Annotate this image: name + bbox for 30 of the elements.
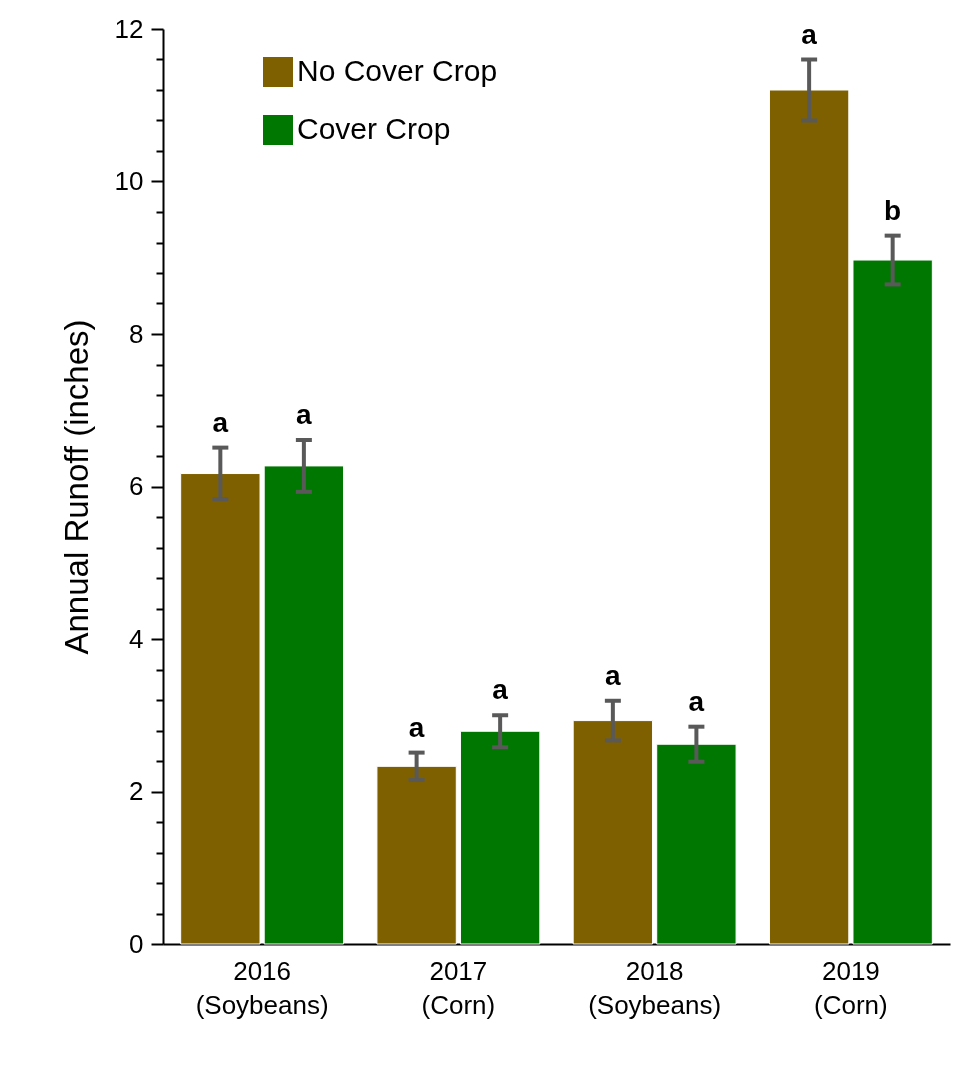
y-axis-title: Annual Runoff (inches) — [57, 319, 95, 655]
y-tick-label: 10 — [114, 166, 144, 196]
y-tick-label: 6 — [129, 471, 144, 501]
legend-label: No Cover Crop — [297, 54, 498, 87]
bar — [852, 259, 933, 945]
y-tick-label: 2 — [129, 776, 144, 806]
data-label: a — [688, 685, 705, 717]
x-tick-label: 2019 (Corn) — [814, 955, 888, 1020]
y-tick-label: 8 — [129, 318, 144, 349]
y-tick-label: 0 — [129, 928, 144, 959]
data-label: a — [801, 18, 818, 50]
bar — [656, 743, 737, 945]
x-tick-label: 2018 (Soybeans) — [588, 955, 722, 1020]
bar — [768, 89, 850, 945]
data-label: b — [884, 194, 902, 226]
bar — [263, 465, 345, 945]
y-tick-label: 4 — [129, 623, 144, 654]
x-tick-label: 2017 (Corn) — [421, 955, 496, 1020]
data-label: a — [212, 406, 229, 438]
data-label: a — [492, 674, 509, 706]
data-label: a — [605, 659, 622, 691]
bar — [572, 720, 654, 945]
bar — [459, 730, 541, 945]
legend-label: Cover Crop — [297, 112, 451, 145]
data-label: a — [408, 711, 425, 743]
y-tick-label: 12 — [114, 13, 144, 44]
x-tick-label: 2016 (Soybeans) — [195, 955, 329, 1020]
bar — [376, 765, 457, 945]
data-label: a — [296, 398, 313, 430]
bar — [180, 473, 261, 945]
